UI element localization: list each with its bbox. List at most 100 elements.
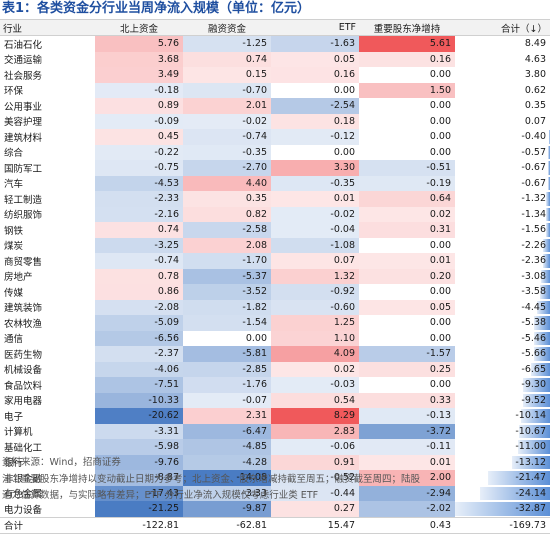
- northbound-cell: -0.18: [95, 83, 183, 99]
- northbound-total: -122.81: [95, 517, 183, 534]
- footnote-note-1: 注：重要股东净增持以变动截止日期为参考；北上资金、股东增减持截至周五；融资截至周…: [2, 471, 420, 485]
- etf-cell: 0.02: [271, 362, 359, 378]
- total-cell: -9.52: [455, 393, 550, 409]
- total-cell: -5.66: [455, 346, 550, 362]
- etf-cell: 0.00: [271, 83, 359, 99]
- margin-cell: -0.35: [183, 145, 271, 161]
- etf-cell: 0.18: [271, 114, 359, 130]
- industry-name: 建筑装饰: [0, 300, 95, 316]
- northbound-cell: -3.25: [95, 238, 183, 254]
- margin-cell: 0.82: [183, 207, 271, 223]
- total-value: 0.07: [525, 116, 546, 127]
- northbound-cell: -0.74: [95, 253, 183, 269]
- etf-cell: -0.06: [271, 439, 359, 455]
- margin-cell: -1.54: [183, 315, 271, 331]
- etf-cell: -0.12: [271, 129, 359, 145]
- shareholder-cell: 5.61: [359, 36, 455, 52]
- industry-name: 医药生物: [0, 346, 95, 362]
- industry-name: 交通运输: [0, 52, 95, 68]
- etf-cell: -0.04: [271, 222, 359, 238]
- shareholder-cell: -0.19: [359, 176, 455, 192]
- total-cell: -0.57: [455, 145, 550, 161]
- industry-name: 房地产: [0, 269, 95, 285]
- total-cell: -0.67: [455, 160, 550, 176]
- header-total[interactable]: 合计（↓）: [455, 20, 550, 36]
- total-value: -0.57: [521, 147, 546, 158]
- etf-cell: 0.27: [271, 501, 359, 517]
- total-bar: [546, 208, 550, 222]
- total-cell: -2.36: [455, 253, 550, 269]
- shareholder-cell: 0.00: [359, 315, 455, 331]
- northbound-cell: -21.25: [95, 501, 183, 517]
- margin-cell: -0.74: [183, 129, 271, 145]
- etf-cell: 0.05: [271, 52, 359, 68]
- industry-name: 钢铁: [0, 222, 95, 238]
- shareholder-cell: -2.94: [359, 486, 455, 502]
- northbound-cell: -0.09: [95, 114, 183, 130]
- margin-cell: -2.85: [183, 362, 271, 378]
- shareholder-cell: 0.00: [359, 98, 455, 114]
- shareholder-cell: 0.00: [359, 129, 455, 145]
- northbound-cell: 5.76: [95, 36, 183, 52]
- northbound-cell: -7.51: [95, 377, 183, 393]
- footnote-source: 资料来源：Wind，招商证券: [2, 454, 121, 468]
- total-value: -32.87: [515, 503, 546, 514]
- table-header-row: 行业 北上资金 融资资金 ETF 重要股东净增持 合计（↓）: [0, 20, 550, 36]
- total-value: -4.45: [521, 302, 546, 313]
- etf-cell: -1.08: [271, 238, 359, 254]
- total-value: -9.30: [521, 379, 546, 390]
- total-value: -24.14: [515, 488, 546, 499]
- industry-name: 公用事业: [0, 98, 95, 114]
- northbound-cell: -10.33: [95, 393, 183, 409]
- northbound-cell: 0.74: [95, 222, 183, 238]
- margin-cell: 0.35: [183, 191, 271, 207]
- northbound-cell: -2.16: [95, 207, 183, 223]
- industry-name: 石油石化: [0, 36, 95, 52]
- industry-name: 家用电器: [0, 393, 95, 409]
- etf-cell: 3.30: [271, 160, 359, 176]
- industry-name: 建筑材料: [0, 129, 95, 145]
- total-cell: -10.14: [455, 408, 550, 424]
- industry-name: 综合: [0, 145, 95, 161]
- industry-name: 社会服务: [0, 67, 95, 83]
- industry-name: 电力设备: [0, 501, 95, 517]
- industry-name: 轻工制造: [0, 191, 95, 207]
- etf-cell: 8.29: [271, 408, 359, 424]
- header-etf: ETF: [271, 20, 359, 36]
- total-value: -3.08: [521, 271, 546, 282]
- shareholder-cell: 0.00: [359, 145, 455, 161]
- northbound-cell: -2.33: [95, 191, 183, 207]
- margin-cell: 0.74: [183, 52, 271, 68]
- margin-cell: 2.01: [183, 98, 271, 114]
- margin-cell: -1.70: [183, 253, 271, 269]
- footnote-note-2: 通为估算数据，与实际略有差异；ETF 分行业净流入规模仅考虑行业类 ETF: [2, 487, 318, 501]
- industry-name: 商贸零售: [0, 253, 95, 269]
- shareholder-cell: 0.00: [359, 67, 455, 83]
- shareholder-total: 0.43: [359, 517, 455, 534]
- margin-cell: 2.08: [183, 238, 271, 254]
- etf-total: 15.47: [271, 517, 359, 534]
- shareholder-cell: 0.00: [359, 377, 455, 393]
- total-value: -1.56: [521, 224, 546, 235]
- total-cell: 0.35: [455, 98, 550, 114]
- etf-cell: -0.02: [271, 207, 359, 223]
- shareholder-cell: 0.02: [359, 207, 455, 223]
- industry-name: 煤炭: [0, 238, 95, 254]
- total-label: 合计: [0, 517, 95, 534]
- grand-total: -169.73: [455, 517, 550, 534]
- shareholder-cell: 0.05: [359, 300, 455, 316]
- etf-cell: -0.35: [271, 176, 359, 192]
- margin-cell: -0.70: [183, 83, 271, 99]
- total-value: -13.12: [515, 457, 546, 468]
